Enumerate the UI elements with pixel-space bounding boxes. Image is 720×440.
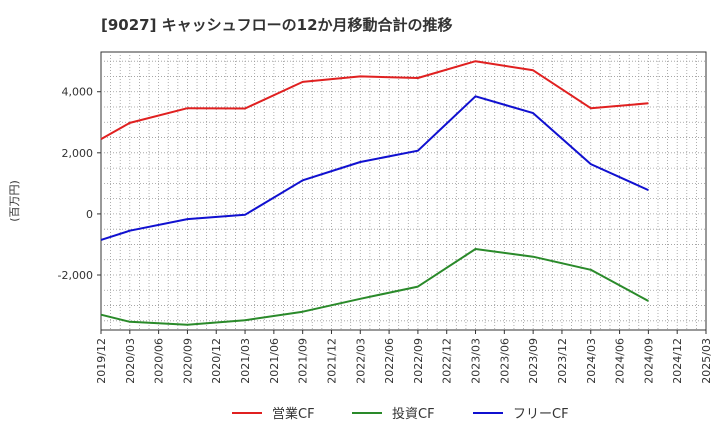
y-tick-label: 4,000 [62,86,94,99]
x-tick-label: 2022/09 [412,338,425,384]
legend-label: 営業CF [272,406,315,422]
x-tick-label: 2021/06 [268,338,281,384]
x-tick-label: 2021/12 [325,338,338,384]
x-tick-label: 2024/06 [614,338,627,384]
y-axis-label: (百万円) [8,180,21,222]
legend-label: 投資CF [392,406,435,422]
x-tick-label: 2023/06 [498,338,511,384]
x-tick-label: 2022/12 [441,338,454,384]
plot-frame [100,51,707,331]
y-tick-label: 2,000 [62,147,94,160]
legend-label: フリーCF [513,407,569,422]
chart-title: [9027] キャッシュフローの12か月移動合計の推移 [101,16,453,34]
x-tick-label: 2020/12 [210,338,223,384]
x-axis: 2019/12 2020/03 2020/06 2020/09 2020/12 2021/… [95,330,713,384]
x-tick-label: 2025/03 [700,338,713,384]
y-tick-label: -2,000 [58,269,93,282]
x-tick-label: 2019/12 [95,338,108,384]
series-line-3 [100,95,649,241]
series-line-1 [100,60,649,140]
x-tick-label: 2020/03 [124,338,137,384]
legend-item-2: 投資CF [352,406,435,422]
grid [101,52,706,330]
series-line-2 [100,248,649,326]
x-tick-label: 2021/09 [297,338,310,384]
x-tick-label: 2024/12 [671,338,684,384]
series-lines [100,60,649,326]
x-tick-label: 2022/06 [383,338,396,384]
y-axis: -2,000 0 2,000 4,000 [58,86,101,282]
plot-area [100,51,707,331]
x-tick-label: 2020/09 [181,338,194,384]
x-tick-label: 2021/03 [239,338,252,384]
legend-item-3: フリーCF [473,407,569,422]
x-tick-label: 2024/03 [585,338,598,384]
x-tick-label: 2020/06 [153,338,166,384]
x-tick-label: 2023/09 [527,338,540,384]
y-tick-label: 0 [86,208,93,221]
x-tick-label: 2023/12 [556,338,569,384]
legend-item-1: 営業CF [232,406,315,422]
x-tick-label: 2024/09 [642,338,655,384]
x-tick-label: 2023/03 [470,338,483,384]
x-tick-label: 2022/03 [354,338,367,384]
legend: 営業CF 投資CF フリーCF [232,406,569,422]
